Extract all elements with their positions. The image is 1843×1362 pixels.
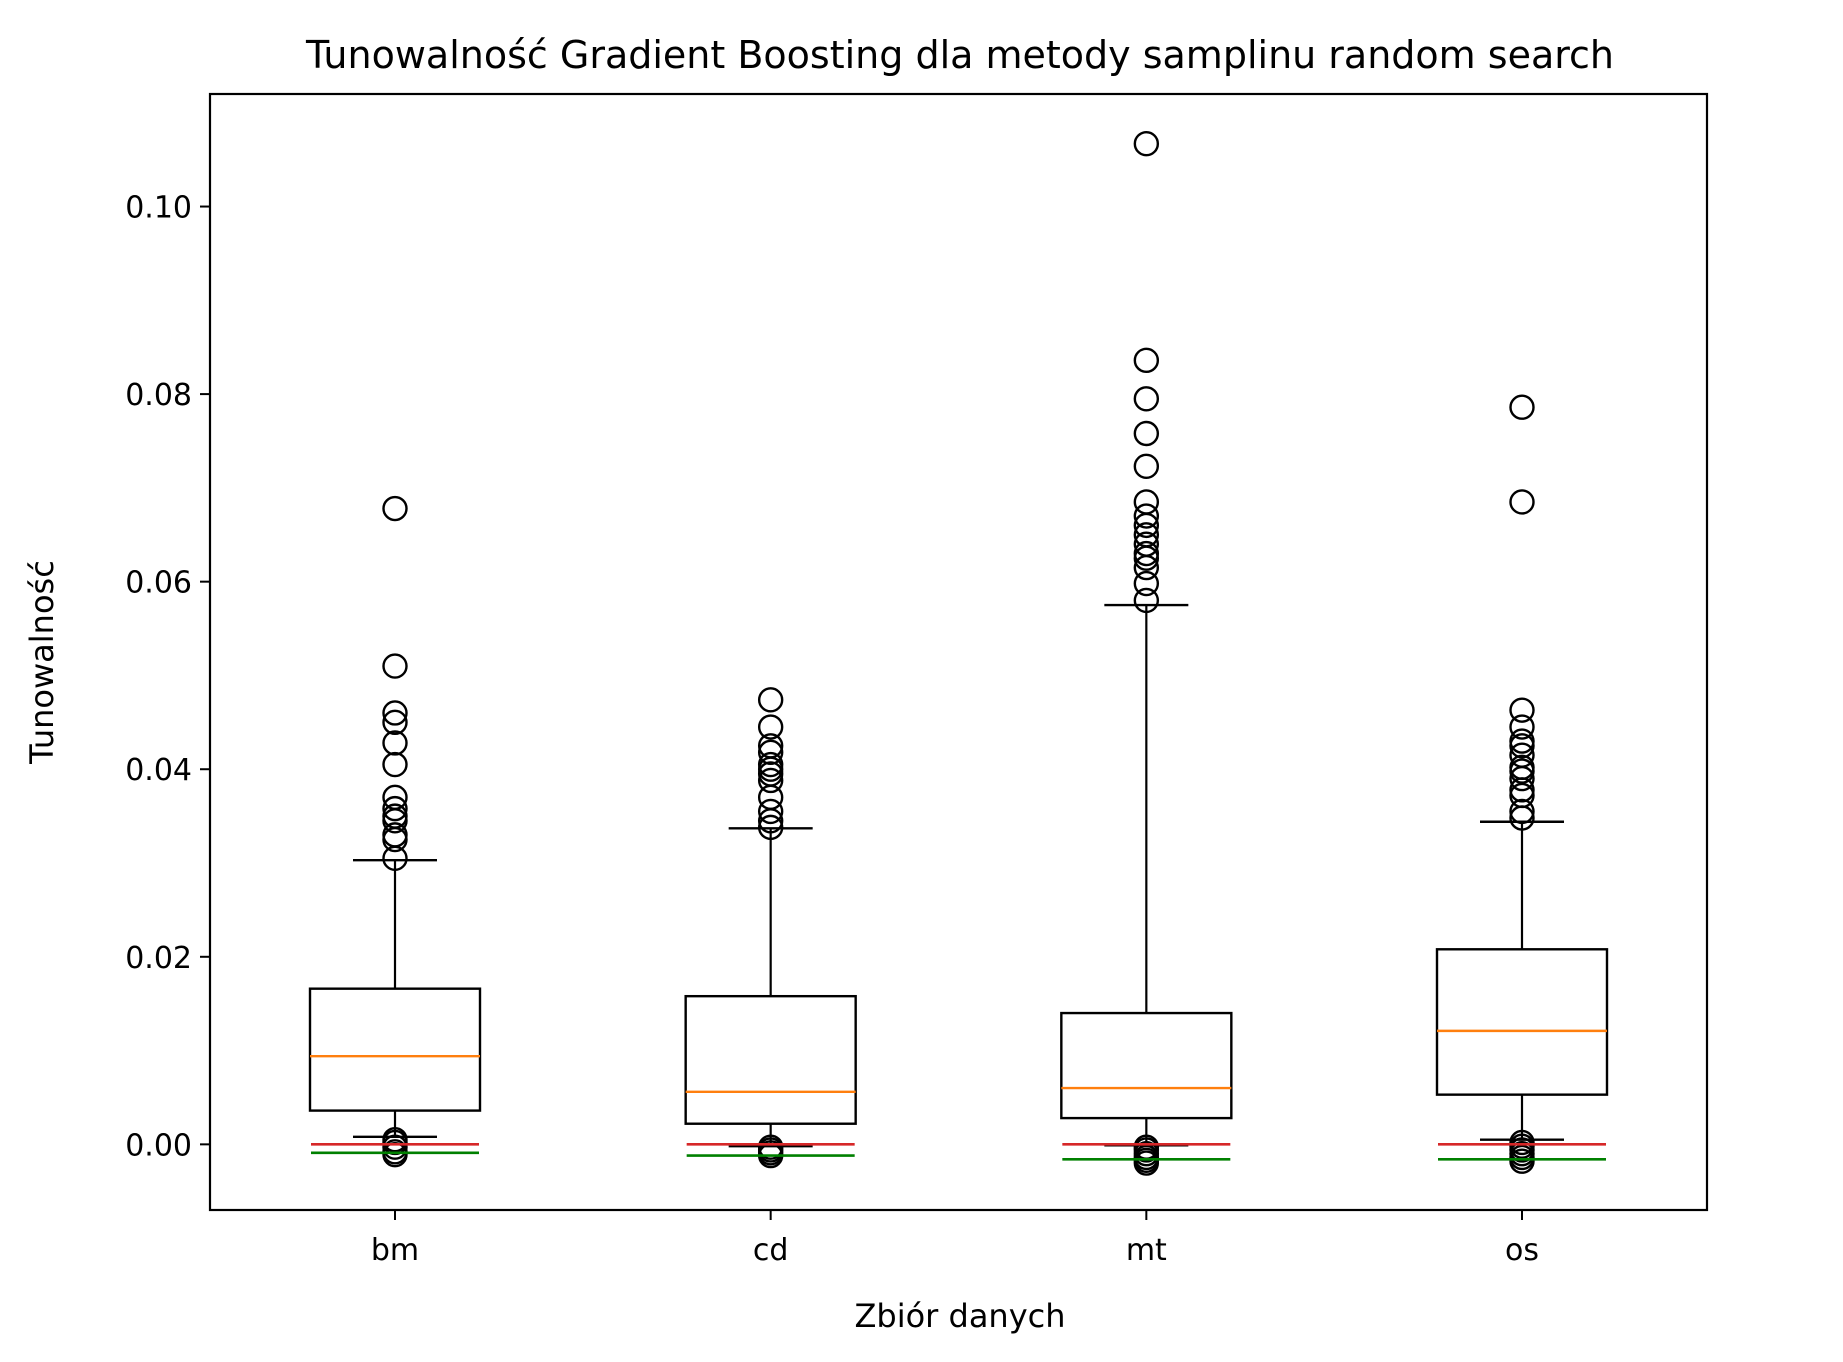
outlier-point bbox=[757, 714, 784, 740]
outlier-point bbox=[1133, 540, 1160, 567]
x-tick-label: cd bbox=[753, 1233, 789, 1268]
outlier-point bbox=[382, 751, 408, 778]
outlier-point bbox=[757, 751, 784, 778]
x-tick-label: bm bbox=[371, 1233, 419, 1268]
outlier-point bbox=[1509, 1148, 1535, 1174]
y-tick-label: 0.02 bbox=[125, 941, 192, 976]
outlier-point bbox=[382, 495, 408, 522]
outlier-point bbox=[1509, 798, 1535, 825]
outlier-point bbox=[1133, 420, 1160, 447]
outlier-point bbox=[1133, 570, 1160, 597]
outlier-point bbox=[1509, 782, 1535, 809]
outlier-point bbox=[382, 653, 408, 679]
chart-title: Tunowalność Gradient Boosting dla metody… bbox=[305, 33, 1614, 77]
outlier-point bbox=[757, 739, 784, 766]
outlier-point bbox=[1509, 714, 1535, 740]
box-mt bbox=[1060, 131, 1233, 1176]
outlier-point bbox=[1133, 503, 1160, 529]
outlier-point bbox=[1133, 587, 1160, 614]
box-bm bbox=[308, 495, 482, 1168]
box-cd bbox=[684, 687, 857, 1169]
y-tick-label: 0.04 bbox=[125, 753, 192, 788]
iqr-box bbox=[308, 987, 482, 1112]
outlier-point bbox=[1133, 386, 1160, 412]
x-tick-label: os bbox=[1505, 1233, 1539, 1268]
outlier-point bbox=[757, 798, 784, 825]
box-os bbox=[1435, 394, 1609, 1174]
outlier-point bbox=[757, 767, 784, 794]
y-tick-label: 0.06 bbox=[125, 566, 192, 601]
y-tick-label: 0.10 bbox=[125, 191, 192, 226]
outlier-point bbox=[382, 822, 408, 848]
y-axis-label: Tunowalność bbox=[23, 560, 61, 765]
y-tick-label: 0.00 bbox=[125, 1128, 192, 1163]
outlier-point bbox=[757, 814, 784, 841]
outlier-point bbox=[757, 733, 784, 759]
outlier-point bbox=[382, 803, 408, 829]
x-axis-label: Zbiór danych bbox=[854, 1297, 1065, 1335]
outlier-point bbox=[1509, 728, 1535, 754]
outlier-point bbox=[1133, 489, 1160, 515]
outlier-point bbox=[1133, 131, 1160, 157]
iqr-box bbox=[684, 994, 857, 1125]
outlier-point bbox=[1509, 489, 1535, 515]
plot-frame bbox=[208, 92, 1709, 1212]
outlier-point bbox=[1509, 754, 1535, 781]
iqr-box bbox=[1435, 948, 1609, 1096]
x-tick-label: mt bbox=[1126, 1233, 1167, 1268]
outlier-point bbox=[1509, 742, 1535, 768]
plot-area bbox=[308, 131, 1609, 1176]
outlier-point bbox=[1509, 697, 1535, 723]
outlier-point bbox=[1133, 347, 1160, 374]
outlier-point bbox=[1133, 453, 1160, 480]
outlier-point bbox=[1133, 522, 1160, 548]
outlier-point bbox=[382, 784, 408, 811]
outlier-point bbox=[757, 687, 784, 713]
iqr-box bbox=[1060, 1011, 1233, 1120]
outlier-point bbox=[382, 700, 408, 726]
outlier-point bbox=[382, 795, 408, 822]
y-tick-label: 0.08 bbox=[125, 378, 192, 413]
outlier-point bbox=[1133, 531, 1160, 557]
outlier-point bbox=[1133, 1150, 1160, 1176]
outlier-point bbox=[382, 709, 408, 736]
outlier-point bbox=[1509, 394, 1535, 420]
outlier-point bbox=[382, 730, 408, 756]
